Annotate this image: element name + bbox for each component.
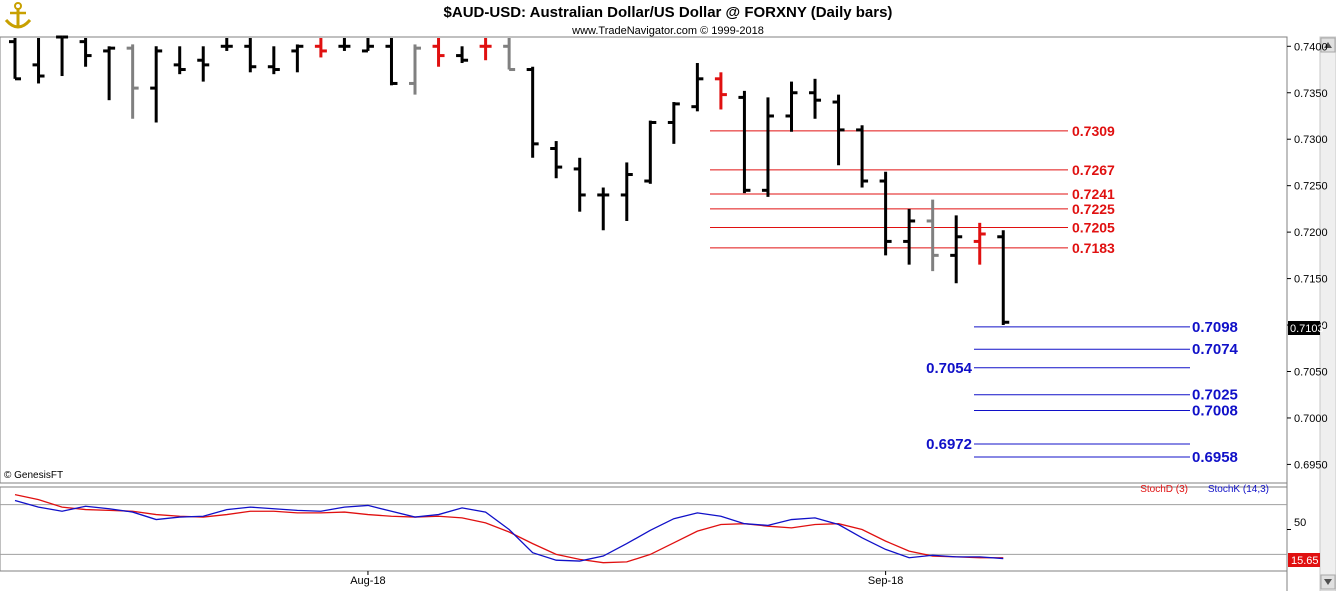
vertical-scrollbar[interactable]: [1319, 36, 1336, 591]
ohlc-bar: [950, 215, 963, 284]
last-price-label: 0.7103: [1290, 323, 1324, 335]
date-axis: Aug-18 Sep-18: [350, 571, 903, 587]
resistance-label: 0.7241: [1072, 186, 1115, 202]
ohlc-bar: [432, 38, 445, 67]
ohlc-bar: [9, 38, 21, 81]
stochastic-panel: [0, 494, 1291, 564]
ohlc-bar: [573, 157, 586, 212]
chart-subtitle: www.TradeNavigator.com © 1999-2018: [571, 25, 764, 37]
chevron-up-icon: [1324, 42, 1332, 48]
ohlc-bar: [997, 230, 1010, 326]
date-tick-label: Sep-18: [868, 575, 903, 587]
ohlc-bar: [173, 46, 186, 75]
ohlc-bar: [409, 44, 422, 95]
ohlc-bar: [620, 162, 633, 221]
support-label: 0.7025: [1192, 387, 1238, 404]
ohlc-bar: [150, 46, 163, 123]
price-tick-label: 0.7400: [1294, 41, 1328, 53]
ohlc-bar: [903, 208, 916, 265]
chart-title: $AUD-USD: Australian Dollar/US Dollar @ …: [444, 4, 893, 21]
ohlc-bar: [361, 38, 374, 53]
price-tick-label: 0.7000: [1294, 413, 1328, 425]
stoch-series-line: [14, 494, 1004, 564]
ohlc-bar: [526, 66, 539, 158]
ohlc-bar: [832, 94, 845, 166]
ohlc-bar: [32, 38, 45, 84]
ohlc-bar: [667, 102, 680, 144]
resistance-label: 0.7267: [1072, 162, 1115, 178]
legend-stochd: StochD (3): [1140, 484, 1188, 495]
ohlc-bar: [714, 72, 727, 110]
resistance-label: 0.7309: [1072, 123, 1115, 139]
ohlc-bar: [291, 44, 304, 73]
stoch-last-value-marker: 15.65: [1288, 553, 1320, 567]
ohlc-bar: [597, 187, 610, 231]
support-label: 0.6958: [1192, 449, 1238, 466]
copyright-label: © GenesisFT: [4, 470, 63, 481]
ohlc-bar: [220, 38, 233, 51]
chevron-down-icon: [1324, 579, 1332, 585]
price-tick-label: 0.7350: [1294, 88, 1328, 100]
ohlc-bar: [244, 38, 257, 73]
ohlc-bar: [738, 90, 751, 194]
price-tick-label: 0.6950: [1294, 459, 1328, 471]
ohlc-bar: [126, 44, 139, 119]
support-label: 0.7054: [926, 360, 973, 377]
ohlc-bar: [644, 120, 657, 184]
ohlc-bar: [456, 46, 469, 64]
legend-stochk: StochK (14,3): [1208, 484, 1269, 495]
ohlc-bars: [9, 35, 1010, 326]
price-tick-label: 0.7150: [1294, 274, 1328, 286]
support-label: 0.7008: [1192, 403, 1238, 420]
anchor-icon: [4, 2, 32, 29]
resistance-label: 0.7225: [1072, 201, 1115, 217]
stoch-series-line: [14, 499, 1004, 562]
ohlc-bar: [197, 46, 210, 82]
price-tick-label: 0.7300: [1294, 134, 1328, 146]
logo: [4, 2, 32, 29]
ohlc-bar: [973, 222, 986, 265]
ohlc-bar: [56, 35, 69, 77]
price-tick-label: 0.7050: [1294, 367, 1328, 379]
ohlc-bar: [691, 63, 704, 112]
ohlc-bar: [314, 38, 327, 58]
last-price-marker: 0.7103: [1288, 321, 1324, 335]
stoch-tick-50: 50: [1294, 517, 1306, 529]
resistance-label: 0.7183: [1072, 240, 1115, 256]
ohlc-bar: [550, 141, 563, 179]
ohlc-bar: [267, 46, 280, 75]
ohlc-bar: [785, 81, 798, 132]
support-label: 0.7098: [1192, 319, 1238, 336]
price-tick-label: 0.7200: [1294, 227, 1328, 239]
ohlc-bar: [761, 97, 774, 197]
ohlc-bar: [856, 125, 869, 188]
price-tick-label: 0.7250: [1294, 181, 1328, 193]
ohlc-bar: [503, 38, 516, 72]
ohlc-bar: [338, 38, 351, 51]
stoch-last-value-label: 15.65: [1291, 555, 1319, 567]
ohlc-bar: [926, 199, 939, 272]
ohlc-bar: [79, 38, 92, 67]
support-label: 0.6972: [926, 436, 972, 453]
ohlc-bar: [103, 46, 116, 101]
stoch-panel-frame: [0, 486, 1288, 572]
price-panel-frame: [0, 36, 1288, 484]
date-tick-label: Aug-18: [350, 575, 385, 587]
resistance-label: 0.7205: [1072, 219, 1115, 235]
ohlc-bar: [385, 38, 398, 86]
support-label: 0.7074: [1192, 341, 1239, 358]
ohlc-bar: [809, 78, 822, 119]
ohlc-bar: [479, 38, 492, 61]
ohlc-bar: [879, 171, 892, 256]
